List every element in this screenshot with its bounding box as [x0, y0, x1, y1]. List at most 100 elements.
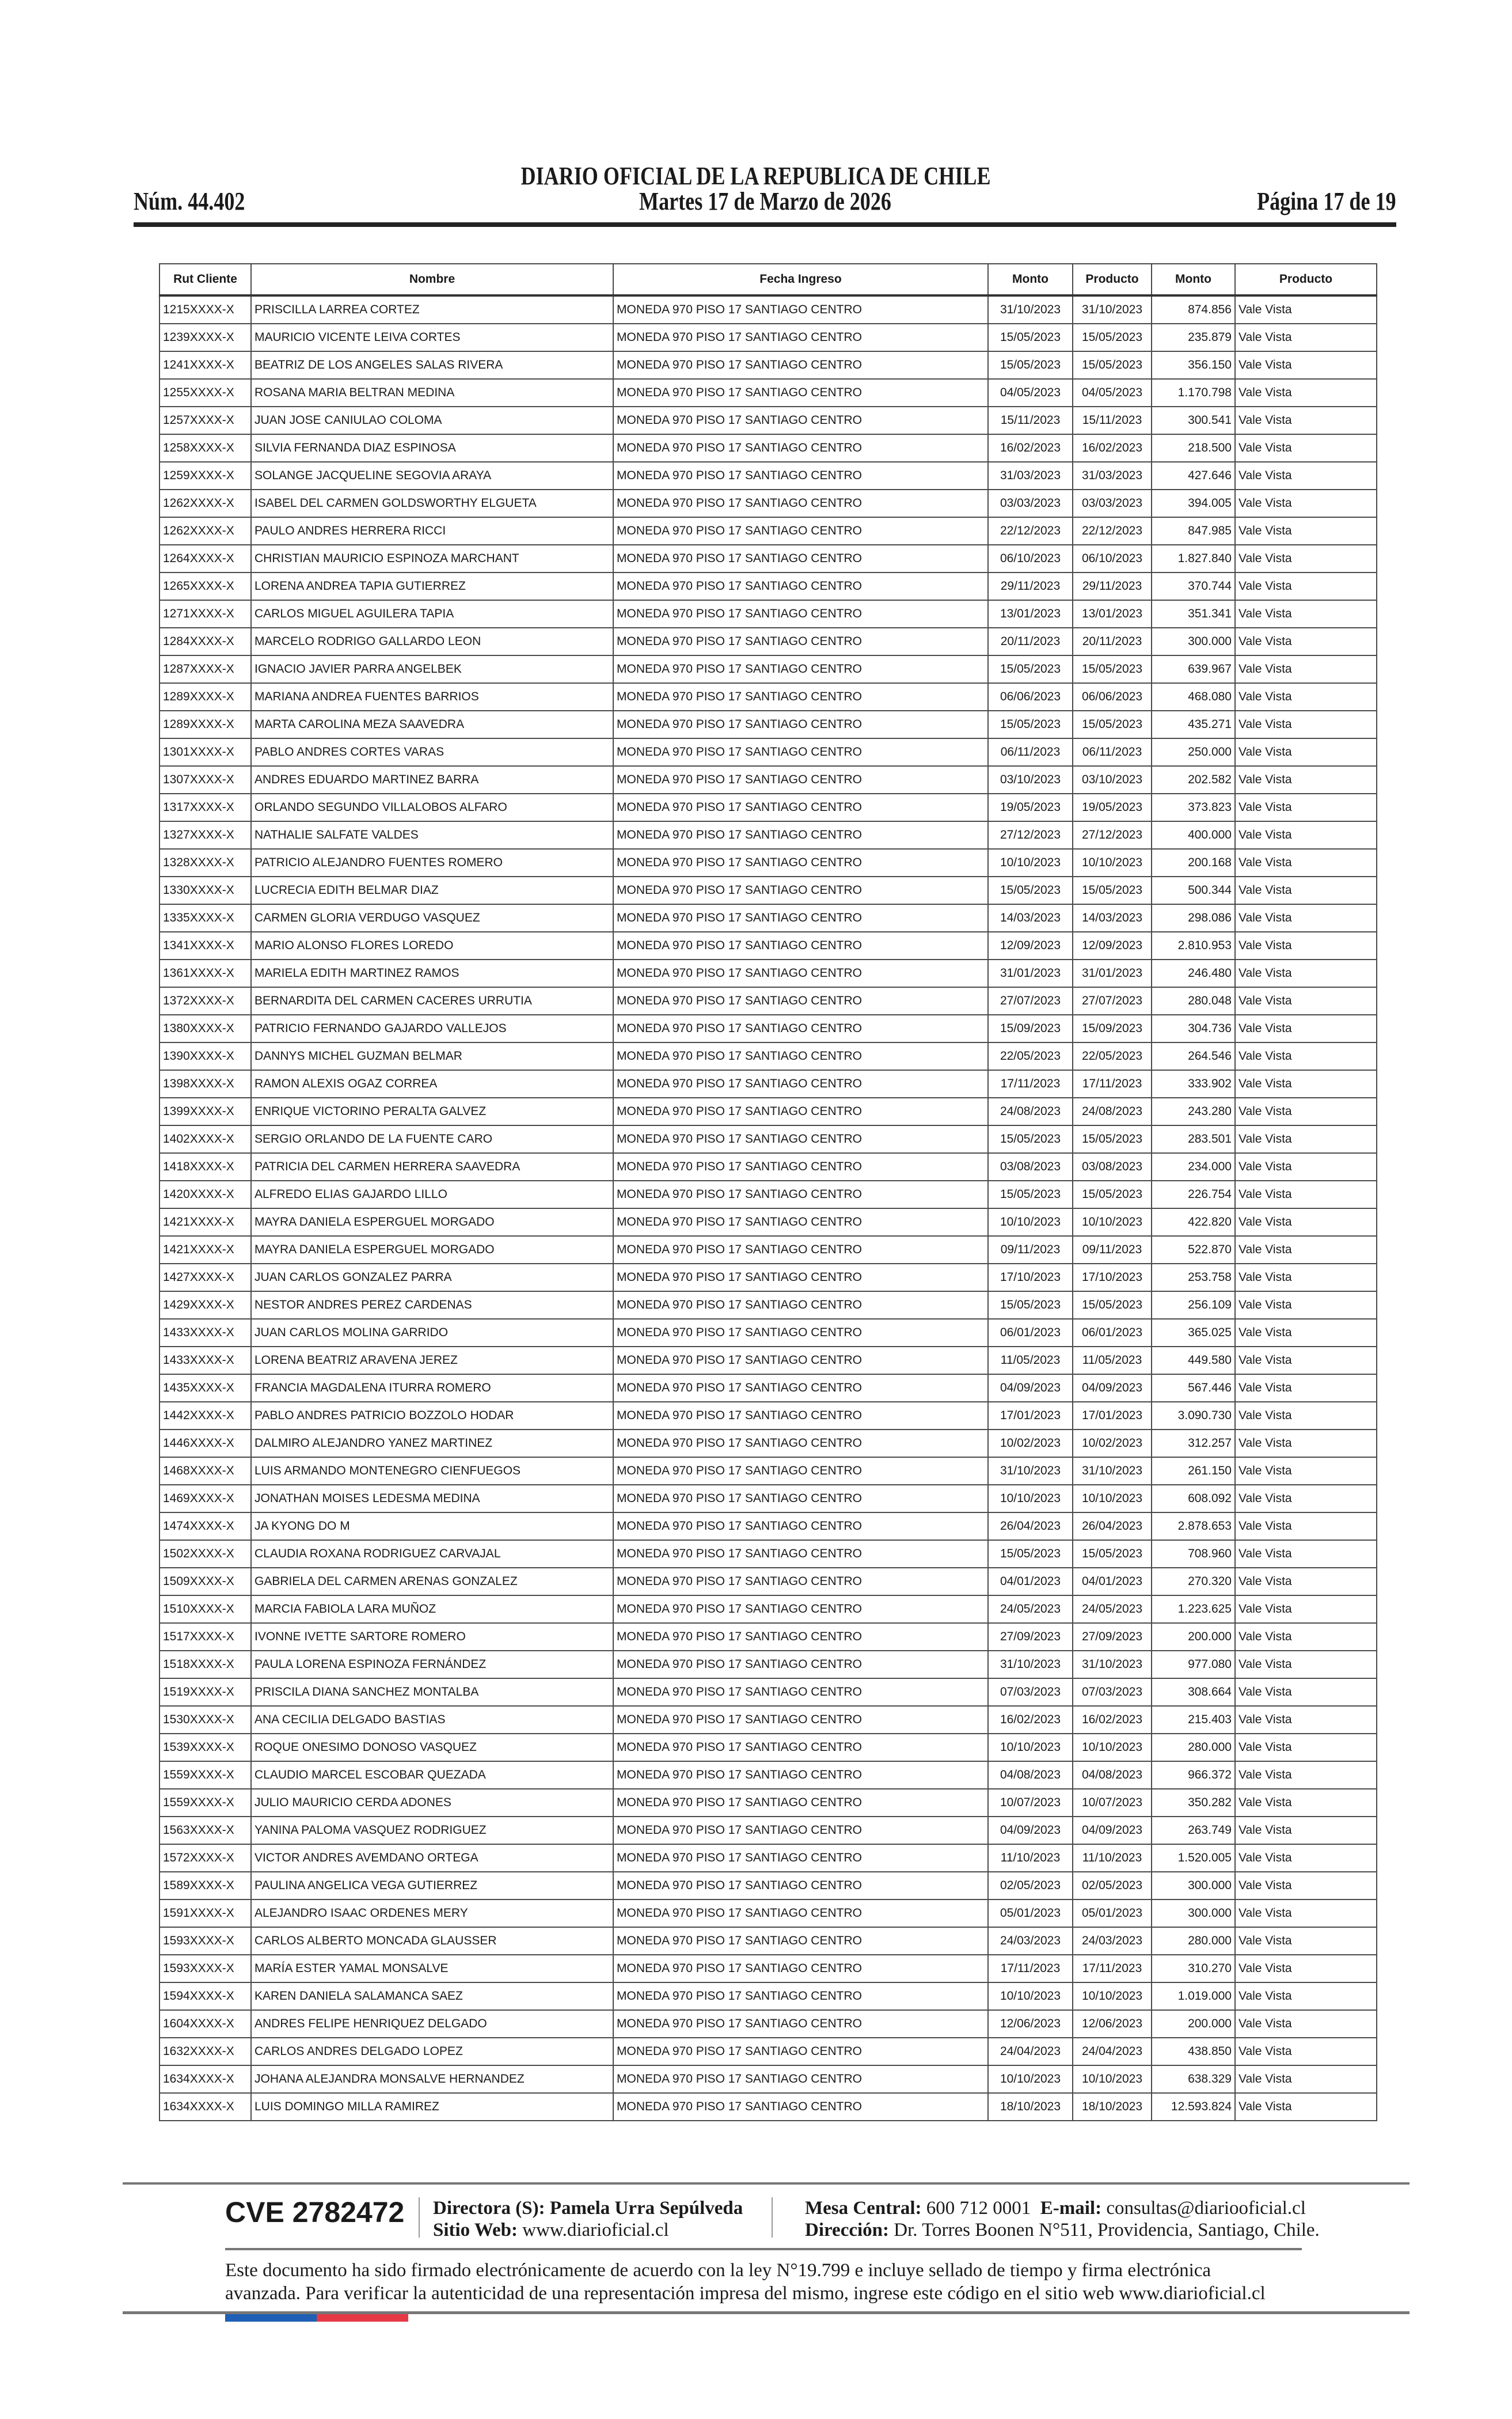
email-link[interactable]: consultas@diariooficial.cl [1106, 2198, 1306, 2219]
table-row: 1634XXXX-X JOHANA ALEJANDRA MONSALVE HERN… [159, 2065, 1377, 2094]
footer-top-rule [123, 2182, 1410, 2185]
table-row: 1474XXXX-X JA KYONG DO M MONEDA 970 PISO 1… [159, 1512, 1377, 1541]
table-row: 1264XXXX-X CHRISTIAN MAURICIO ESPINOZA MA… [159, 544, 1377, 573]
table-row: 1335XXXX-X CARMEN GLORIA VERDUGO VASQUEZ M… [159, 904, 1377, 932]
producto-cell: Vale Vista [1234, 1567, 1377, 1596]
address-cell: MONEDA 970 PISO 17 SANTIAGO CENTRO [613, 1816, 989, 1845]
date-producto-cell: 04/09/2023 [1072, 1374, 1152, 1402]
date-ingreso-cell: 10/10/2023 [987, 1982, 1073, 2011]
date-producto-cell: 15/05/2023 [1072, 1180, 1152, 1209]
rut-cell: 1519XXXX-X [159, 1678, 252, 1707]
address-cell: MONEDA 970 PISO 17 SANTIAGO CENTRO [613, 1457, 989, 1485]
producto-cell: Vale Vista [1234, 1844, 1377, 1872]
address-cell: MONEDA 970 PISO 17 SANTIAGO CENTRO [613, 1484, 989, 1513]
date-ingreso-cell: 13/01/2023 [987, 600, 1073, 628]
name-cell: MARÍA ESTER YAMAL MONSALVE [250, 1954, 614, 1983]
footer-contact-right: Mesa Central: 600 712 0001 E-mail: consu… [805, 2197, 1320, 2241]
name-cell: CARLOS ANDRES DELGADO LOPEZ [250, 2037, 614, 2066]
date-ingreso-cell: 31/10/2023 [987, 1650, 1073, 1679]
producto-cell: Vale Vista [1234, 1125, 1377, 1154]
rut-cell: 1289XXXX-X [159, 683, 252, 711]
date-producto-cell: 04/01/2023 [1072, 1567, 1152, 1596]
producto-cell: Vale Vista [1234, 1235, 1377, 1264]
address-cell: MONEDA 970 PISO 17 SANTIAGO CENTRO [613, 821, 989, 850]
producto-cell: Vale Vista [1234, 1788, 1377, 1817]
producto-cell: Vale Vista [1234, 378, 1377, 407]
name-cell: LUIS DOMINGO MILLA RAMIREZ [250, 2092, 614, 2121]
name-cell: CARLOS MIGUEL AGUILERA TAPIA [250, 600, 614, 628]
address-cell: MONEDA 970 PISO 17 SANTIAGO CENTRO [613, 1678, 989, 1707]
producto-cell: Vale Vista [1234, 1152, 1377, 1181]
date-producto-cell: 20/11/2023 [1072, 627, 1152, 656]
producto-cell: Vale Vista [1234, 821, 1377, 850]
rut-cell: 1335XXXX-X [159, 904, 252, 932]
rut-cell: 1390XXXX-X [159, 1042, 252, 1071]
monto-cell: 256.109 [1151, 1291, 1236, 1320]
phone-number: 600 712 0001 [926, 2198, 1031, 2219]
producto-cell: Vale Vista [1234, 683, 1377, 711]
monto-cell: 370.744 [1151, 572, 1236, 601]
table-row: 1287XXXX-X IGNACIO JAVIER PARRA ANGELBEK M… [159, 655, 1377, 684]
monto-cell: 218.500 [1151, 434, 1236, 462]
address-cell: MONEDA 970 PISO 17 SANTIAGO CENTRO [613, 1761, 989, 1789]
monto-cell: 365.025 [1151, 1318, 1236, 1347]
rut-cell: 1433XXXX-X [159, 1346, 252, 1375]
date-ingreso-cell: 10/10/2023 [987, 1208, 1073, 1237]
date-producto-cell: 29/11/2023 [1072, 572, 1152, 601]
producto-cell: Vale Vista [1234, 710, 1377, 739]
table-row: 1418XXXX-X PATRICIA DEL CARMEN HERRERA SA… [159, 1152, 1377, 1181]
flag-red-bar [317, 2314, 408, 2322]
address-cell: MONEDA 970 PISO 17 SANTIAGO CENTRO [613, 793, 989, 822]
name-cell: MARTA CAROLINA MEZA SAAVEDRA [250, 710, 614, 739]
phone-label: Mesa Central: [805, 2198, 922, 2219]
producto-cell: Vale Vista [1234, 544, 1377, 573]
table-row: 1402XXXX-X SERGIO ORLANDO DE LA FUENTE CA… [159, 1125, 1377, 1154]
name-cell: VICTOR ANDRES AVEMDANO ORTEGA [250, 1844, 614, 1872]
table-row: 1589XXXX-X PAULINA ANGELICA VEGA GUTIERRE… [159, 1871, 1377, 1900]
producto-cell: Vale Vista [1234, 765, 1377, 794]
address-cell: MONEDA 970 PISO 17 SANTIAGO CENTRO [613, 351, 989, 380]
name-cell: FRANCIA MAGDALENA ITURRA ROMERO [250, 1374, 614, 1402]
address-cell: MONEDA 970 PISO 17 SANTIAGO CENTRO [613, 1125, 989, 1154]
monto-cell: 263.749 [1151, 1816, 1236, 1845]
rut-cell: 1632XXXX-X [159, 2037, 252, 2066]
date-producto-cell: 24/04/2023 [1072, 2037, 1152, 2066]
monto-cell: 234.000 [1151, 1152, 1236, 1181]
table-row: 1427XXXX-X JUAN CARLOS GONZALEZ PARRA MONE… [159, 1263, 1377, 1292]
date-producto-cell: 27/07/2023 [1072, 987, 1152, 1015]
address-cell: MONEDA 970 PISO 17 SANTIAGO CENTRO [613, 1042, 989, 1071]
table-header-row: Rut Cliente Nombre Fecha Ingreso Monto Produ… [159, 263, 1377, 297]
date-producto-cell: 10/10/2023 [1072, 848, 1152, 877]
website-link[interactable]: www.diarioficial.cl [522, 2220, 669, 2240]
table-row: 1563XXXX-X YANINA PALOMA VASQUEZ RODRIGUE… [159, 1816, 1377, 1845]
name-cell: MAYRA DANIELA ESPERGUEL MORGADO [250, 1208, 614, 1237]
address-cell: MONEDA 970 PISO 17 SANTIAGO CENTRO [613, 959, 989, 988]
rut-cell: 1289XXXX-X [159, 710, 252, 739]
rut-cell: 1634XXXX-X [159, 2092, 252, 2121]
date-ingreso-cell: 06/10/2023 [987, 544, 1073, 573]
address-cell: MONEDA 970 PISO 17 SANTIAGO CENTRO [613, 1374, 989, 1402]
table-row: 1510XXXX-X MARCIA FABIOLA LARA MUÑOZ MONED… [159, 1595, 1377, 1624]
date-ingreso-cell: 15/05/2023 [987, 351, 1073, 380]
monto-cell: 1.223.625 [1151, 1595, 1236, 1624]
column-header: Monto [987, 263, 1073, 297]
date-ingreso-cell: 02/05/2023 [987, 1871, 1073, 1900]
monto-cell: 226.754 [1151, 1180, 1236, 1209]
name-cell: LUIS ARMANDO MONTENEGRO CIENFUEGOS [250, 1457, 614, 1485]
rut-cell: 1330XXXX-X [159, 876, 252, 905]
date-producto-cell: 24/03/2023 [1072, 1927, 1152, 1955]
producto-cell: Vale Vista [1234, 1816, 1377, 1845]
address-cell: MONEDA 970 PISO 17 SANTIAGO CENTRO [613, 1650, 989, 1679]
producto-cell: Vale Vista [1234, 572, 1377, 601]
date-ingreso-cell: 10/10/2023 [987, 2065, 1073, 2094]
date-ingreso-cell: 16/02/2023 [987, 434, 1073, 462]
date-ingreso-cell: 15/05/2023 [987, 1540, 1073, 1568]
date-ingreso-cell: 19/05/2023 [987, 793, 1073, 822]
name-cell: PABLO ANDRES PATRICIO BOZZOLO HODAR [250, 1401, 614, 1430]
name-cell: MARIELA EDITH MARTINEZ RAMOS [250, 959, 614, 988]
producto-cell: Vale Vista [1234, 2092, 1377, 2121]
address-cell: MONEDA 970 PISO 17 SANTIAGO CENTRO [613, 1899, 989, 1928]
producto-cell: Vale Vista [1234, 1954, 1377, 1983]
rut-cell: 1593XXXX-X [159, 1927, 252, 1955]
date-producto-cell: 10/02/2023 [1072, 1429, 1152, 1458]
